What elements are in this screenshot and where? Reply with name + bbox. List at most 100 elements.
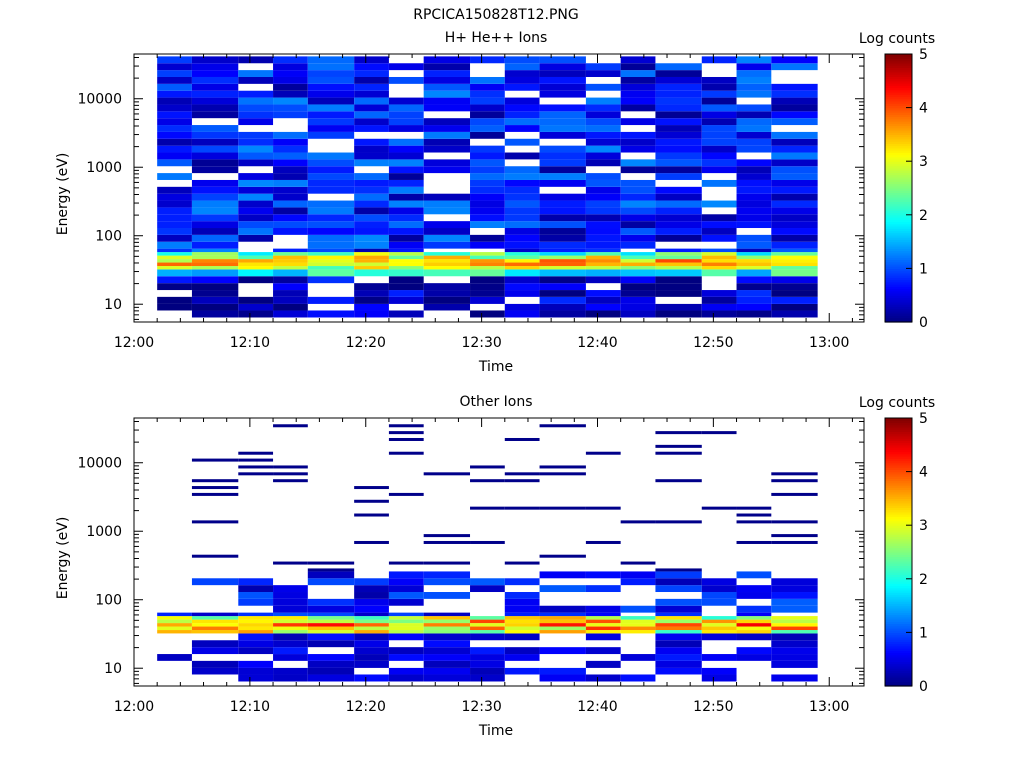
heatmap-cell bbox=[191, 266, 239, 270]
colorbar-swatch bbox=[885, 627, 912, 631]
heatmap-cell bbox=[354, 623, 389, 627]
colorbar-swatch bbox=[885, 103, 912, 106]
heatmap-cell bbox=[388, 145, 424, 153]
heatmap-cell bbox=[273, 90, 308, 98]
heatmap-cell bbox=[191, 660, 239, 668]
heatmap-cell bbox=[307, 578, 355, 586]
colorbar-swatch bbox=[885, 230, 912, 234]
heatmap-cell bbox=[504, 623, 540, 627]
heatmap-cell bbox=[701, 56, 737, 64]
heatmap-cell bbox=[354, 200, 389, 208]
heatmap-cell bbox=[620, 83, 656, 91]
colorbar-swatch bbox=[885, 94, 912, 98]
heatmap-cell bbox=[307, 221, 355, 229]
colorbar-swatch bbox=[885, 190, 912, 194]
heatmap-cell bbox=[655, 585, 702, 593]
colorbar-swatch bbox=[885, 205, 912, 209]
heatmap-cell bbox=[771, 111, 818, 119]
heatmap-cell bbox=[307, 186, 355, 194]
heatmap-cell bbox=[655, 200, 702, 208]
heatmap-cell bbox=[701, 654, 737, 661]
colorbar-swatch bbox=[885, 453, 912, 457]
heatmap-cell bbox=[470, 186, 505, 194]
x-tick-label: 12:00 bbox=[114, 699, 154, 715]
y-tick-label: 100 bbox=[95, 229, 122, 245]
colorbar-swatch bbox=[885, 534, 912, 537]
heatmap-cell bbox=[655, 605, 702, 613]
heatmap-cell bbox=[504, 83, 540, 91]
heatmap-cell bbox=[238, 296, 274, 304]
heatmap-cell bbox=[423, 166, 471, 174]
heatmap-cell bbox=[191, 125, 239, 132]
heatmap-cell bbox=[307, 626, 355, 631]
heatmap-cell bbox=[423, 200, 471, 208]
heatmap-cell bbox=[701, 667, 737, 675]
heatmap-cell bbox=[504, 276, 540, 284]
heatmap-cell bbox=[191, 520, 239, 524]
heatmap-cell bbox=[470, 630, 505, 634]
heatmap-cell bbox=[655, 104, 702, 112]
heatmap-cell bbox=[736, 83, 772, 91]
heatmap-cell bbox=[539, 248, 586, 253]
heatmap-cell bbox=[273, 259, 308, 263]
colorbar-swatch bbox=[885, 286, 912, 290]
heatmap-cell bbox=[655, 619, 702, 624]
heatmap-cell bbox=[191, 630, 239, 634]
heatmap-cell bbox=[701, 310, 737, 318]
heatmap-cell bbox=[771, 630, 818, 634]
colorbar-swatch bbox=[885, 587, 912, 591]
colorbar-swatch bbox=[885, 473, 912, 477]
heatmap-cell bbox=[273, 76, 308, 84]
y-tick-label: 10 bbox=[104, 661, 122, 677]
heatmap-cell bbox=[771, 200, 818, 208]
colorbar-tick-label: 3 bbox=[919, 154, 928, 170]
heatmap-cell bbox=[238, 465, 274, 469]
heatmap-cell bbox=[655, 444, 702, 448]
heatmap-cell bbox=[701, 269, 737, 277]
heatmap-cell bbox=[273, 269, 308, 277]
heatmap-cell bbox=[771, 207, 818, 215]
heatmap-cell bbox=[423, 296, 471, 304]
heatmap-cell bbox=[504, 605, 540, 613]
colorbar-swatch bbox=[885, 301, 912, 305]
colorbar-swatch bbox=[885, 623, 912, 627]
heatmap-cell bbox=[470, 221, 505, 229]
colorbar-swatch bbox=[885, 641, 912, 645]
heatmap-cell bbox=[655, 228, 702, 235]
heatmap-cell bbox=[307, 619, 355, 624]
heatmap-cell bbox=[307, 605, 355, 613]
heatmap-cell bbox=[157, 56, 192, 64]
heatmap-cell bbox=[354, 616, 389, 620]
heatmap-cell bbox=[539, 303, 586, 311]
heatmap-cell bbox=[585, 269, 621, 277]
colorbar-swatch bbox=[885, 545, 912, 549]
heatmap-cell bbox=[504, 630, 540, 634]
heatmap-cell bbox=[388, 259, 424, 263]
heatmap-cell bbox=[701, 118, 737, 126]
heatmap-cell bbox=[157, 83, 192, 91]
colorbar-swatch bbox=[885, 594, 912, 598]
colorbar-swatch bbox=[885, 232, 912, 236]
heatmap-cell bbox=[423, 571, 471, 579]
heatmap-cell bbox=[273, 283, 308, 291]
heatmap-cell bbox=[238, 200, 274, 208]
heatmap-cell bbox=[388, 592, 424, 599]
colorbar-swatch bbox=[885, 554, 912, 558]
heatmap-cell bbox=[191, 640, 239, 648]
colorbar-swatch bbox=[885, 308, 912, 312]
y-tick-label: 10 bbox=[104, 297, 122, 313]
colorbar-swatch bbox=[885, 574, 912, 578]
heatmap-cell bbox=[388, 255, 424, 260]
heatmap-cell bbox=[504, 259, 540, 263]
heatmap-cell bbox=[655, 479, 702, 483]
colorbar-swatch bbox=[885, 58, 912, 62]
heatmap-cell bbox=[423, 97, 471, 105]
colorbar-swatch bbox=[885, 76, 912, 80]
heatmap-cell bbox=[388, 623, 424, 627]
heatmap-cell bbox=[238, 626, 274, 631]
colorbar-tick-label: 5 bbox=[919, 411, 928, 427]
heatmap-cell bbox=[655, 276, 702, 284]
heatmap-cell bbox=[585, 173, 621, 180]
heatmap-cell bbox=[470, 159, 505, 167]
heatmap-cell bbox=[771, 578, 818, 586]
